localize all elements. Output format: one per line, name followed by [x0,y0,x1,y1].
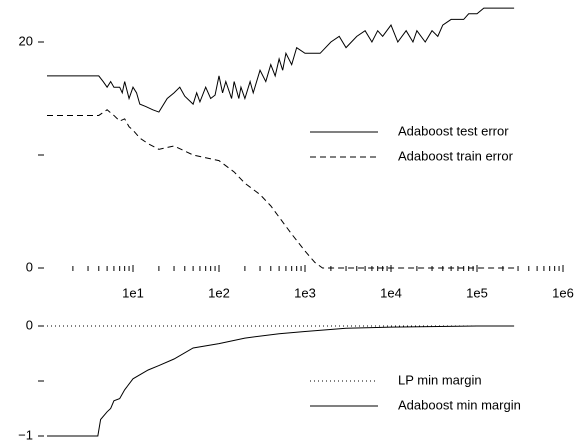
series-line [47,325,515,437]
y-tick-label: −1 [18,427,33,442]
y-tick-label: 0 [26,317,33,332]
x-tick-label: 1e1 [122,285,144,300]
x-tick-label: 1e6 [552,285,574,300]
series-line [47,7,515,113]
y-tick-label: 20 [19,33,33,48]
series-line [47,109,515,269]
legend-label: LP min margin [398,372,482,387]
legend-label: Adaboost min margin [398,397,521,412]
x-tick-label: 1e4 [380,285,402,300]
x-tick-label: 1e3 [294,285,316,300]
legend-label: Adaboost test error [398,123,509,138]
y-tick-label: 0 [26,259,33,274]
legend-label: Adaboost train error [398,148,514,163]
x-tick-label: 1e2 [208,285,230,300]
x-tick-label: 1e5 [466,285,488,300]
